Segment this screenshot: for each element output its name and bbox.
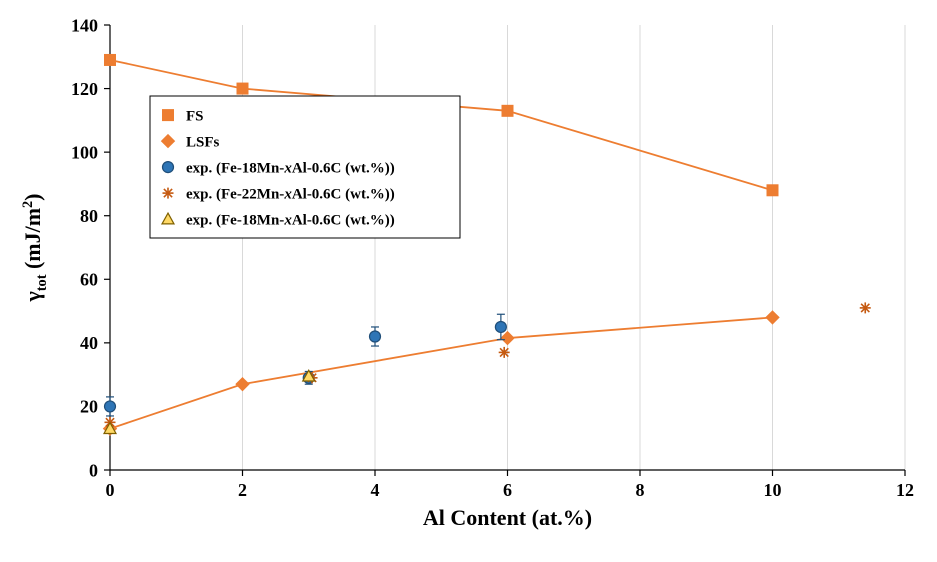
x-tick-label: 0 [106, 480, 115, 500]
y-axis-label: γtot (mJ/m2) [20, 193, 50, 302]
legend-row-exp_18Mn_circle [163, 162, 174, 173]
y-tick-label: 60 [80, 270, 98, 290]
chart-svg: 024681012020406080100120140Al Content (a… [0, 0, 937, 562]
x-tick-label: 6 [503, 480, 512, 500]
legend-row-FS [163, 110, 174, 121]
y-tick-label: 40 [80, 333, 98, 353]
legend-label-exp_18Mn_circle: exp. (Fe-18Mn-xAl-0.6C (wt.%)) [186, 160, 395, 176]
x-tick-label: 8 [636, 480, 645, 500]
chart-container: 024681012020406080100120140Al Content (a… [0, 0, 937, 562]
series-exp_18Mn_triangle [104, 370, 315, 433]
y-tick-label: 100 [71, 142, 98, 162]
series-exp_18Mn_circle [105, 314, 507, 416]
series-line-LSFs [110, 317, 773, 428]
x-tick-label: 4 [371, 480, 380, 500]
y-tick-label: 0 [89, 460, 98, 480]
series-LSFs [104, 311, 780, 435]
x-tick-label: 12 [896, 480, 914, 500]
y-tick-label: 140 [71, 15, 98, 35]
legend-label-LSFs: LSFs [186, 134, 220, 150]
y-tick-label: 80 [80, 206, 98, 226]
y-tick-label: 120 [71, 79, 98, 99]
legend-row-exp_22Mn_asterisk [163, 188, 174, 199]
legend-label-FS: FS [186, 108, 204, 124]
x-tick-label: 10 [764, 480, 782, 500]
y-tick-label: 20 [80, 397, 98, 417]
legend-label-exp_22Mn_asterisk: exp. (Fe-22Mn-xAl-0.6C (wt.%)) [186, 186, 395, 202]
x-tick-label: 2 [238, 480, 247, 500]
legend-label-exp_18Mn_triangle: exp. (Fe-18Mn-xAl-0.6C (wt.%)) [186, 212, 395, 228]
x-axis-label: Al Content (at.%) [423, 505, 592, 530]
series-exp_22Mn_asterisk [105, 302, 871, 427]
